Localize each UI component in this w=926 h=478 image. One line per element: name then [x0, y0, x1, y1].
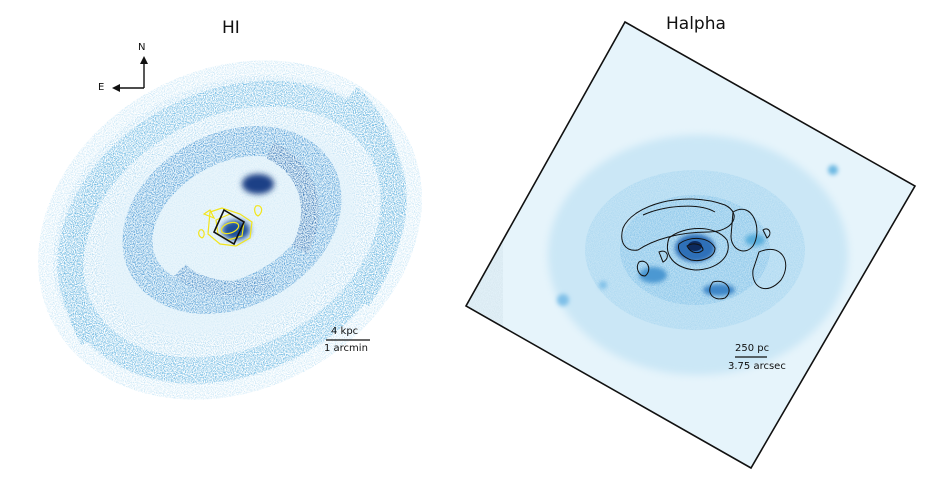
halpha-map — [464, 20, 917, 470]
hi-inner-ring — [122, 125, 342, 315]
halpha-panel-title: Halpha — [666, 14, 726, 34]
hi-map — [38, 56, 422, 400]
hi-panel-title: HI — [222, 18, 240, 38]
halpha-scalebar-bottom-label: 3.75 arcsec — [728, 361, 786, 372]
halpha-scalebar-top-label: 250 pc — [735, 343, 770, 354]
hi-panel: HI N E 4 kpc 1 arcmin — [38, 18, 422, 400]
hi-scalebar-bottom-label: 1 arcmin — [324, 343, 368, 354]
hi-scalebar-top-label: 4 kpc — [331, 326, 359, 337]
hi-outer-arm — [57, 80, 407, 384]
compass-east-label: E — [98, 82, 105, 93]
compass — [112, 56, 148, 92]
halpha-footprint-box — [212, 208, 246, 246]
halpha-panel: Halpha 250 pc 3.75 arcsec — [463, 0, 926, 478]
halpha-contours — [621, 198, 787, 300]
compass-north-label: N — [138, 42, 146, 53]
halpha-frame — [464, 20, 917, 470]
